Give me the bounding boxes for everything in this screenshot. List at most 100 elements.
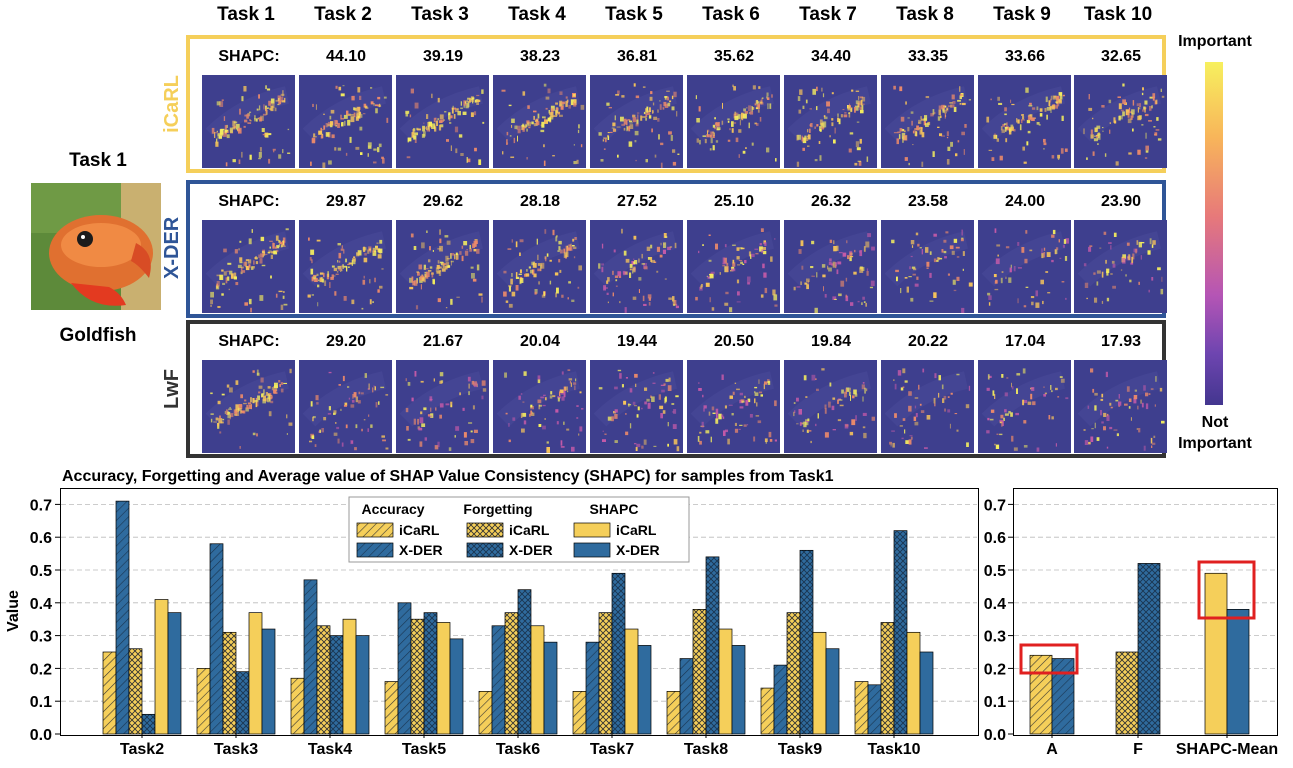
bar xyxy=(666,691,681,735)
shapc-value: 17.93 xyxy=(1100,333,1142,350)
shap-heatmap xyxy=(1074,220,1167,313)
colorbar xyxy=(1205,62,1223,405)
shap-heatmap xyxy=(590,360,683,453)
legend-header: Accuracy xyxy=(361,501,424,517)
bar xyxy=(760,687,775,735)
legend-label: iCaRL xyxy=(509,522,550,538)
shap-heatmap xyxy=(202,220,295,313)
shapc-label: SHAPC: xyxy=(218,193,280,210)
bar xyxy=(303,579,318,735)
bar xyxy=(410,618,425,735)
y-tick-label: 0.6 xyxy=(30,530,52,547)
x-tick-label: SHAPC-Mean xyxy=(1176,741,1278,758)
x-tick-label: Task5 xyxy=(402,741,446,758)
bar xyxy=(235,671,250,735)
summary-bar xyxy=(1029,654,1053,735)
colorbar-bottom-label-1: Not xyxy=(1201,414,1229,431)
shapc-value: 44.10 xyxy=(325,48,367,65)
bar xyxy=(248,612,263,735)
shapc-value: 23.90 xyxy=(1100,193,1142,210)
task-header-9: Task 9 xyxy=(993,4,1051,25)
shapc-value: 33.35 xyxy=(907,48,949,65)
bar xyxy=(384,681,399,735)
bar xyxy=(449,638,464,735)
y-tick-label: 0.2 xyxy=(30,661,52,678)
shapc-value: 23.58 xyxy=(907,193,949,210)
bar xyxy=(585,641,600,735)
shap-heatmap xyxy=(299,75,392,168)
shapc-value: 19.44 xyxy=(616,333,658,350)
shapc-value: 29.20 xyxy=(325,333,367,350)
shap-heatmap xyxy=(396,220,489,313)
legend-box xyxy=(348,496,690,563)
bar xyxy=(167,612,182,735)
y-tick-label: 0.4 xyxy=(984,596,1006,613)
bar xyxy=(624,628,639,735)
legend-swatch xyxy=(466,522,504,538)
bar xyxy=(115,500,130,735)
sample-task-title: Task 1 xyxy=(69,150,127,171)
bar xyxy=(517,589,532,735)
task-header-3: Task 3 xyxy=(411,4,469,25)
task-header-10: Task 10 xyxy=(1083,4,1153,25)
shapc-value: 24.00 xyxy=(1004,193,1046,210)
bar xyxy=(812,631,827,735)
shapc-label: SHAPC: xyxy=(218,333,280,350)
sample-class-label: Goldfish xyxy=(59,325,137,346)
highlight-box xyxy=(1197,560,1256,620)
summary-bar xyxy=(1115,651,1139,735)
bar xyxy=(679,658,694,735)
task-header-6: Task 6 xyxy=(702,4,760,25)
bar xyxy=(705,556,720,735)
bar xyxy=(397,602,412,735)
shap-heatmap xyxy=(784,360,877,453)
summary-bar xyxy=(1204,572,1228,735)
bar xyxy=(222,631,237,735)
bar xyxy=(718,628,733,735)
shap-heatmap xyxy=(396,360,489,453)
shapc-label: SHAPC: xyxy=(218,48,280,65)
colorbar-bottom-label-2: Important xyxy=(1178,435,1252,452)
panel-icarl: SHAPC: 44.10 39.19 38.23 36.81 35.62 34.40 33.3… xyxy=(186,35,1167,173)
task-header-2: Task 2 xyxy=(314,4,372,25)
shap-heatmap xyxy=(299,220,392,313)
x-tick-label: Task7 xyxy=(590,741,634,758)
task-header-5: Task 5 xyxy=(605,4,663,25)
bar xyxy=(261,628,276,735)
shapc-value: 29.62 xyxy=(422,193,464,210)
bar xyxy=(316,625,331,735)
y-tick-label: 0.5 xyxy=(30,563,52,580)
bar xyxy=(342,618,357,735)
shap-heatmap xyxy=(881,220,974,313)
bar xyxy=(867,684,882,735)
y-tick-label: 0.2 xyxy=(984,661,1006,678)
shapc-value: 26.32 xyxy=(810,193,852,210)
legend-label: iCaRL xyxy=(616,522,657,538)
legend-swatch xyxy=(356,542,394,558)
y-tick-label: 0.6 xyxy=(984,530,1006,547)
shapc-value: 20.04 xyxy=(519,333,561,350)
x-tick-label: Task3 xyxy=(214,741,258,758)
legend-label: iCaRL xyxy=(399,522,440,538)
x-tick-label: F xyxy=(1133,741,1143,758)
y-tick-label: 0.5 xyxy=(984,563,1006,580)
shap-heatmap xyxy=(687,360,780,453)
bar xyxy=(880,622,895,735)
shap-heatmap xyxy=(202,75,295,168)
panel-lwf: SHAPC: 29.20 21.67 20.04 19.44 20.50 19.84 20.2… xyxy=(186,320,1167,458)
legend-swatch xyxy=(466,542,504,558)
shapc-value: 29.87 xyxy=(325,193,367,210)
shap-heatmap xyxy=(590,220,683,313)
legend-label: X-DER xyxy=(399,542,443,558)
summary-bar xyxy=(1051,658,1075,735)
goldfish-image xyxy=(31,183,161,310)
shapc-value: 39.19 xyxy=(422,48,464,65)
shap-heatmap xyxy=(881,360,974,453)
bar xyxy=(543,641,558,735)
shap-heatmap xyxy=(687,220,780,313)
legend-header: SHAPC xyxy=(589,501,638,517)
bar xyxy=(423,612,438,735)
shap-heatmap xyxy=(784,220,877,313)
chart-title: Accuracy, Forgetting and Average value o… xyxy=(62,468,834,485)
